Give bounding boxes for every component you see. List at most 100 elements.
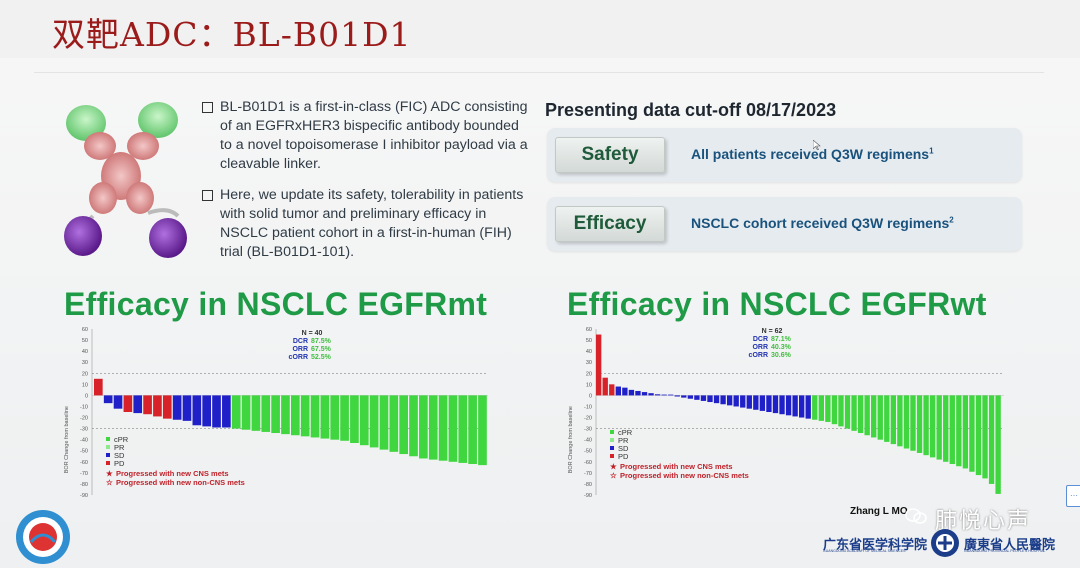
y-tick-label: 50 — [586, 338, 592, 344]
waterfall-bar — [369, 395, 379, 448]
filled-star-icon: ★ — [106, 469, 114, 478]
y-tick-label: -30 — [80, 427, 88, 433]
chart-title-egfrwt: Efficacy in NSCLC EGFRwt — [567, 286, 987, 322]
waterfall-bar — [468, 395, 477, 465]
waterfall-bar — [988, 395, 995, 484]
marker-legend-label: Progressed with new non-CNS mets — [116, 478, 245, 487]
marker-legend-label: Progressed with new non-CNS mets — [620, 471, 749, 480]
bullet-item: BL-B01D1 is a first-in-class (FIC) ADC c… — [202, 98, 532, 174]
waterfall-bar — [458, 395, 468, 463]
waterfall-bar — [212, 395, 221, 428]
stat-label: cORR — [749, 352, 768, 359]
waterfall-bar — [753, 395, 759, 410]
y-tick-label: -10 — [80, 404, 88, 410]
y-axis-label: BOR Change from baseline — [568, 406, 574, 473]
legend-swatch — [610, 430, 614, 434]
waterfall-bar — [943, 395, 949, 462]
y-tick-label: -20 — [80, 416, 88, 422]
slide-title: 双靶ADC：BL-B01D1 — [52, 15, 412, 54]
y-tick-label: -90 — [584, 493, 592, 499]
marker-legend-label: Progressed with new CNS mets — [116, 469, 229, 478]
legend-label: SD — [114, 451, 125, 460]
side-panel-tab[interactable]: ⋯ — [1066, 485, 1080, 507]
data-cutoff-heading: Presenting data cut-off 08/17/2023 — [545, 100, 837, 120]
waterfall-bar — [910, 395, 916, 451]
y-tick-label: -50 — [80, 449, 88, 455]
waterfall-bar — [428, 395, 438, 460]
stat-value: 87.1% — [771, 336, 792, 343]
waterfall-bar — [936, 395, 942, 460]
waterfall-bar — [609, 384, 615, 396]
waterfall-bar — [133, 395, 143, 414]
stat-label: ORR — [752, 344, 768, 351]
waterfall-bar — [641, 392, 648, 396]
waterfall-bar — [661, 394, 667, 396]
y-tick-label: -60 — [584, 460, 592, 466]
institution2-name: 廣東省人民醫院 — [964, 538, 1056, 553]
stat-label: cORR — [289, 354, 308, 361]
waterfall-bar — [281, 395, 290, 435]
waterfall-bar — [923, 395, 929, 456]
wechat-icon — [905, 508, 927, 524]
legend-swatch — [610, 454, 614, 458]
waterfall-bar — [740, 395, 746, 408]
waterfall-bar — [975, 395, 982, 476]
efficacy-button[interactable]: Efficacy — [555, 206, 665, 242]
waterfall-bar — [162, 395, 172, 419]
y-axis-label: BOR Change from baseline — [64, 406, 70, 473]
efficacy-description: NSCLC cohort received Q3W regimens2 — [691, 215, 954, 231]
n-count-label: N = 62 — [762, 328, 783, 335]
legend-swatch — [106, 461, 110, 465]
waterfall-bar — [310, 395, 320, 438]
checkbox-bullet-icon — [202, 190, 213, 201]
waterfall-bar — [969, 395, 975, 472]
y-tick-label: 10 — [82, 382, 88, 388]
y-tick-label: -80 — [584, 482, 592, 488]
y-tick-label: 20 — [82, 371, 88, 377]
legend-label: PR — [618, 436, 629, 445]
stat-label: DCR — [293, 338, 308, 345]
waterfall-bar — [399, 395, 408, 455]
waterfall-bar — [478, 395, 487, 466]
y-tick-label: 10 — [586, 382, 592, 388]
waterfall-bar — [956, 395, 962, 467]
safety-description: All patients received Q3W regimens1 — [691, 146, 934, 162]
safety-footnote: 1 — [929, 146, 934, 156]
waterfall-bar — [772, 395, 779, 414]
waterfall-bar — [153, 395, 162, 417]
waterfall-bar — [720, 395, 726, 405]
chart-title-egfrmt: Efficacy in NSCLC EGFRmt — [64, 286, 488, 322]
waterfall-bar — [792, 395, 798, 417]
y-tick-label: -30 — [584, 427, 592, 433]
title-band — [0, 0, 1080, 58]
waterfall-bar — [231, 395, 241, 429]
waterfall-bar — [261, 395, 271, 432]
y-tick-label: -60 — [80, 460, 88, 466]
waterfall-bar — [838, 395, 844, 427]
y-tick-label: -70 — [80, 471, 88, 477]
institution2-subtitle: GUANGDONG PROVINCIAL PEOPLE'S HOSPITAL — [964, 549, 1046, 553]
legend-swatch — [106, 453, 110, 457]
legend-swatch — [106, 437, 110, 441]
waterfall-bar — [877, 395, 883, 440]
waterfall-bar — [438, 395, 448, 461]
y-tick-label: 30 — [82, 360, 88, 366]
y-tick-label: 60 — [586, 327, 592, 333]
waterfall-bar — [182, 395, 192, 421]
stat-label: DCR — [753, 336, 768, 343]
safety-button[interactable]: Safety — [555, 137, 665, 173]
legend-label: SD — [618, 444, 629, 453]
waterfall-bar — [350, 395, 359, 443]
waterfall-bar — [320, 395, 330, 439]
credit-name: Zhang L — [850, 506, 889, 517]
waterfall-bar — [409, 395, 418, 457]
waterfall-bar — [949, 395, 955, 465]
waterfall-bar — [962, 395, 969, 469]
safety-card: Safety All patients received Q3W regimen… — [547, 128, 1022, 182]
waterfall-bar — [635, 390, 641, 396]
legend-swatch — [610, 438, 614, 442]
waterfall-bar — [389, 395, 399, 452]
waterfall-bar — [172, 395, 182, 420]
waterfall-bar — [202, 395, 211, 427]
